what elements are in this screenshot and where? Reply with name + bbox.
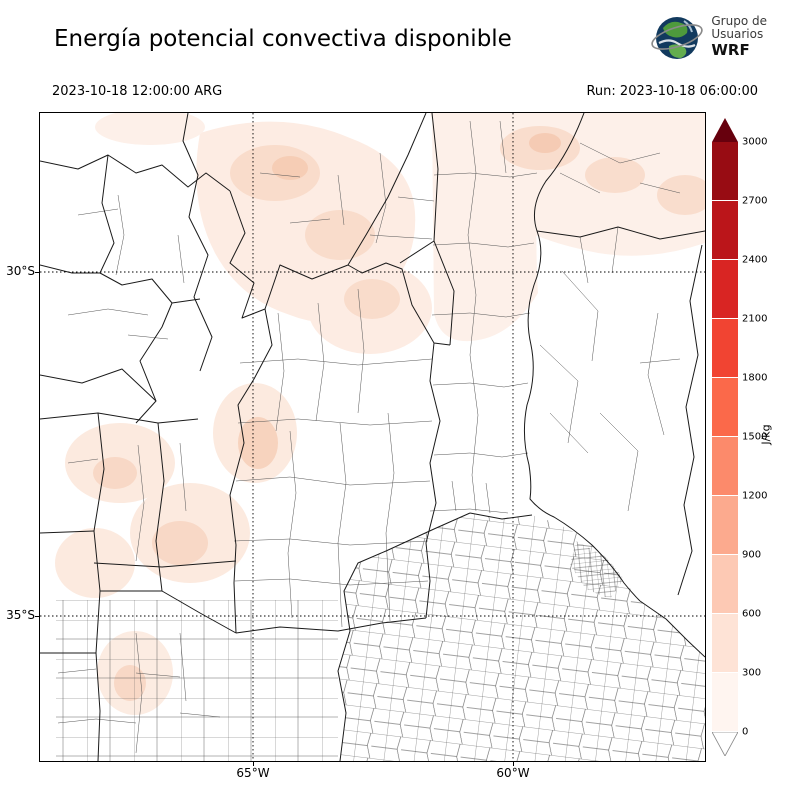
colorbar-tick-label: 1500	[742, 431, 768, 443]
y-tick-label-30s: 30°S	[6, 264, 35, 278]
colorbar-over-triangle	[712, 118, 738, 142]
colorbar-tick-label: 300	[742, 667, 762, 679]
colorbar-tick-label: 1200	[742, 490, 768, 502]
colorbar	[712, 118, 738, 756]
logo-wrf-label: WRF	[711, 41, 750, 60]
page-title: Energía potencial convectiva disponible	[54, 26, 512, 52]
la-pampa-grid-mesh	[56, 600, 338, 761]
wrf-logo-text: Grupo de Usuarios WRF	[711, 13, 767, 60]
x-tick-label-65w: 65°W	[236, 766, 270, 780]
wrf-globe-icon	[651, 17, 704, 59]
colorbar-tick-label: 600	[742, 608, 762, 620]
colorbar-tick-label: 2700	[742, 195, 768, 207]
department-boundaries	[57, 120, 681, 754]
metro-dense-mesh	[570, 541, 624, 599]
colorbar-segment	[712, 142, 738, 201]
colorbar-segments	[712, 142, 738, 732]
x-tick-label-60w: 60°W	[496, 766, 530, 780]
colorbar-segment	[712, 555, 738, 614]
colorbar-ticks: 3000 2700 2400 2100 1800 1500 1200 900 600 300 0	[742, 137, 776, 738]
wrf-logo: Grupo de Usuarios WRF	[650, 8, 767, 66]
buenos-aires-border	[337, 512, 471, 761]
colorbar-under-triangle-shape	[712, 732, 738, 756]
colorbar-tick-label: 3000	[742, 136, 768, 148]
colorbar-tick-label: 0	[742, 726, 749, 738]
colorbar-segment	[712, 378, 738, 437]
y-tick-label-35s: 35°S	[6, 608, 35, 622]
colorbar-segment	[712, 319, 738, 378]
logo-org-line1: Grupo de	[711, 13, 767, 28]
y-tickmark-30s	[35, 272, 39, 273]
map-canvas	[40, 113, 705, 761]
y-tickmark-35s	[35, 616, 39, 617]
colorbar-segment	[712, 201, 738, 260]
gridlines	[40, 113, 705, 761]
colorbar-segment	[712, 437, 738, 496]
x-tickmark-65w	[253, 762, 254, 766]
colorbar-segment	[712, 673, 738, 732]
logo-org-line2: Usuarios	[711, 27, 764, 42]
parana-river	[523, 113, 641, 602]
colorbar-under-triangle	[712, 732, 738, 756]
province-boundaries	[40, 113, 705, 761]
colorbar-over-triangle-shape	[712, 118, 738, 142]
colorbar-segment	[712, 496, 738, 555]
colorbar-tick-label: 1800	[742, 372, 768, 384]
colorbar-segment	[712, 260, 738, 319]
colorbar-segment	[712, 614, 738, 673]
run-time-label: Run: 2023-10-18 06:00:00	[586, 84, 758, 99]
buenos-aires-partidos-mesh	[338, 513, 705, 761]
valid-time-label: 2023-10-18 12:00:00 ARG	[52, 84, 223, 99]
x-tickmark-60w	[513, 762, 514, 766]
colorbar-tick-label: 2400	[742, 254, 768, 266]
colorbar-tick-label: 900	[742, 549, 762, 561]
colorbar-tick-label: 2100	[742, 313, 768, 325]
colorbar-unit-label: J/kg	[759, 424, 773, 445]
map-frame	[39, 112, 706, 762]
